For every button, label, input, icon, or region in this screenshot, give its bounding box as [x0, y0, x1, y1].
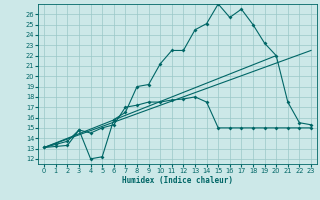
X-axis label: Humidex (Indice chaleur): Humidex (Indice chaleur) [122, 176, 233, 185]
